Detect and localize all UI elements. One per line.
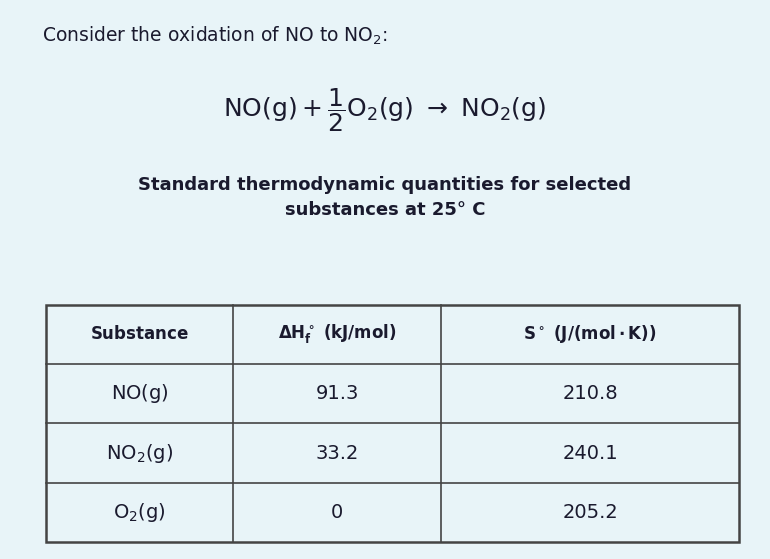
- Text: $\mathrm{NO_2(g)}$: $\mathrm{NO_2(g)}$: [106, 442, 173, 465]
- Text: 210.8: 210.8: [562, 384, 618, 403]
- Text: 91.3: 91.3: [316, 384, 359, 403]
- Text: Standard thermodynamic quantities for selected: Standard thermodynamic quantities for se…: [139, 176, 631, 194]
- Text: $\mathrm{NO(g)+\dfrac{1}{2}O_2(g)\ \rightarrow\ NO_2(g)}$: $\mathrm{NO(g)+\dfrac{1}{2}O_2(g)\ \righ…: [223, 87, 547, 135]
- Text: 33.2: 33.2: [316, 444, 359, 463]
- Text: Consider the oxidation of $\mathrm{NO}$ to $\mathrm{NO_2}$:: Consider the oxidation of $\mathrm{NO}$ …: [42, 25, 388, 48]
- Text: 205.2: 205.2: [562, 503, 618, 522]
- Text: $\mathbf{Substance}$: $\mathbf{Substance}$: [90, 325, 189, 343]
- Text: $\mathrm{NO(g)}$: $\mathrm{NO(g)}$: [111, 382, 169, 405]
- Text: $\mathbf{\Delta H_f^\circ}$ $\mathbf{(kJ/mol)}$: $\mathbf{\Delta H_f^\circ}$ $\mathbf{(kJ…: [278, 323, 397, 346]
- Text: $\mathrm{O_2(g)}$: $\mathrm{O_2(g)}$: [113, 501, 166, 524]
- Text: $\mathbf{S^\circ}$ $\mathbf{(J/(mol \cdot K))}$: $\mathbf{S^\circ}$ $\mathbf{(J/(mol \cdo…: [524, 323, 657, 345]
- Text: substances at 25° C: substances at 25° C: [285, 201, 485, 219]
- Text: 240.1: 240.1: [562, 444, 618, 463]
- Text: 0: 0: [331, 503, 343, 522]
